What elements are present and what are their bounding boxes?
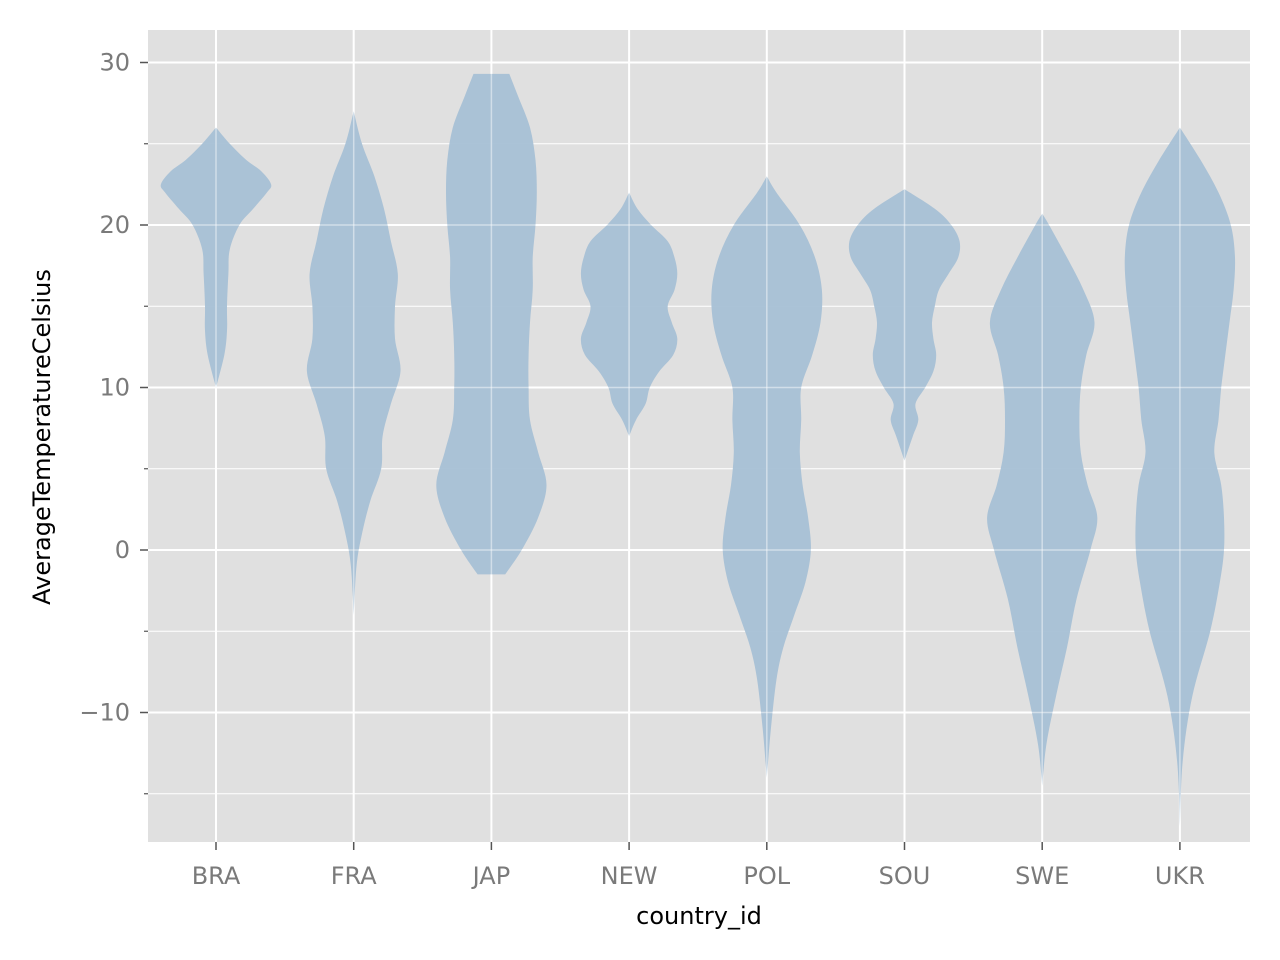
y-tick-label: 10: [99, 374, 130, 402]
x-tick-label-pol: POL: [743, 862, 790, 890]
x-tick-label-fra: FRA: [331, 862, 378, 890]
violin-ukr: [1124, 127, 1236, 827]
y-axis-label: AverageTemperatureCelsius: [28, 269, 56, 605]
y-tick-label: 20: [99, 211, 130, 239]
x-tick-label-ukr: UKR: [1155, 862, 1205, 890]
violins: [148, 30, 1250, 842]
violin-jap: [436, 73, 547, 575]
violin-sou: [848, 189, 961, 461]
x-tick-label-swe: SWE: [1015, 862, 1069, 890]
y-tick-label: −10: [79, 699, 130, 727]
violin-swe: [987, 213, 1098, 786]
x-tick-label-new: NEW: [601, 862, 658, 890]
x-axis-label: country_id: [636, 902, 762, 930]
violin-bra: [160, 127, 272, 388]
x-tick-label-bra: BRA: [192, 862, 241, 890]
violin-new: [580, 192, 678, 437]
x-tick-labels: BRA FRA JAP NEW POL SOU SWE UKR: [192, 862, 1205, 890]
plot-background: [148, 30, 1250, 842]
violin-fra: [306, 111, 401, 616]
violin-pol: [711, 176, 823, 778]
x-tick-label-sou: SOU: [879, 862, 931, 890]
y-tick-label: 30: [99, 49, 130, 77]
y-tick-labels: −10 0 10 20 30: [79, 49, 130, 727]
y-tick-label: 0: [115, 536, 130, 564]
x-tick-label-jap: JAP: [471, 862, 511, 890]
